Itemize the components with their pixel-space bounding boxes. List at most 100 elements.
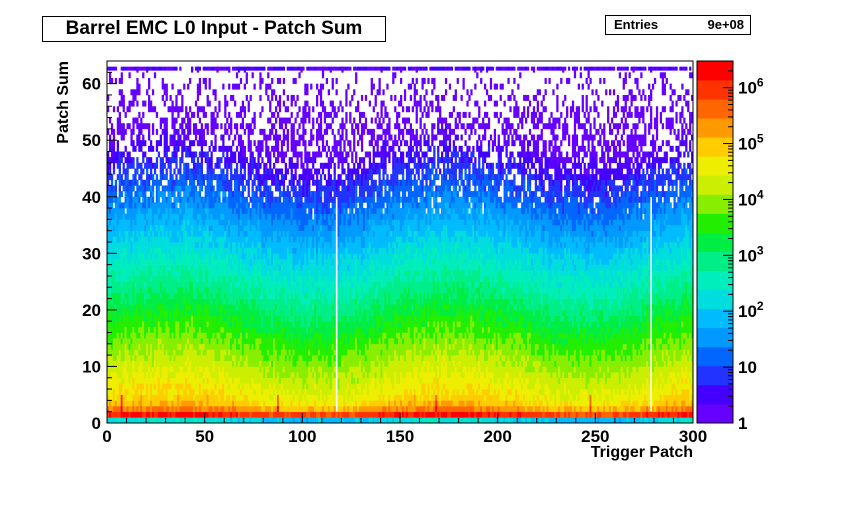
heatmap-cell: [205, 174, 207, 180]
heatmap-cell: [144, 270, 146, 276]
heatmap-cell: [121, 395, 123, 401]
heatmap-cell: [236, 383, 238, 389]
heatmap-cell: [185, 355, 187, 361]
heatmap-cell: [162, 208, 164, 214]
heatmap-cell: [193, 248, 195, 254]
heatmap-cell: [115, 389, 117, 395]
heatmap-cell: [277, 242, 279, 248]
heatmap-cell: [189, 355, 191, 361]
heatmap-cell: [254, 406, 256, 412]
heatmap-cell: [197, 412, 199, 418]
heatmap-cell: [271, 89, 273, 95]
heatmap-cell: [224, 400, 226, 406]
heatmap-cell: [214, 406, 216, 412]
heatmap-cell: [230, 95, 232, 101]
heatmap-cell: [277, 327, 279, 333]
heatmap-cell: [130, 270, 132, 276]
heatmap-cell: [115, 361, 117, 367]
heatmap-cell: [236, 259, 238, 265]
heatmap-cell: [267, 400, 269, 406]
heatmap-cell: [183, 202, 185, 208]
heatmap-cell: [140, 395, 142, 401]
heatmap-cell: [164, 395, 166, 401]
heatmap-cell: [207, 304, 209, 310]
heatmap-cell: [158, 265, 160, 271]
heatmap-cell: [240, 400, 242, 406]
heatmap-cell: [156, 378, 158, 384]
heatmap-cell: [115, 327, 117, 333]
heatmap-cell: [173, 299, 175, 305]
heatmap-cell: [170, 225, 172, 231]
heatmap-cell: [205, 333, 207, 339]
heatmap-cell: [158, 310, 160, 316]
heatmap-cell: [150, 299, 152, 305]
heatmap-cell: [242, 265, 244, 271]
heatmap-cell: [246, 67, 248, 71]
heatmap-cell: [273, 146, 275, 152]
heatmap-cell: [160, 333, 162, 339]
heatmap-cell: [203, 242, 205, 248]
heatmap-cell: [156, 349, 158, 355]
heatmap-cell: [183, 282, 185, 288]
heatmap-cell: [134, 287, 136, 293]
heatmap-cell: [209, 236, 211, 242]
heatmap-cell: [171, 242, 173, 248]
heatmap-cell: [291, 214, 293, 220]
heatmap-cell: [244, 208, 246, 214]
heatmap-cell: [216, 293, 218, 299]
heatmap-cell: [203, 197, 205, 203]
heatmap-cell: [115, 225, 117, 231]
heatmap-cell: [115, 197, 117, 203]
heatmap-cell: [121, 400, 123, 406]
heatmap-cell: [152, 293, 154, 299]
heatmap-cell: [128, 152, 130, 158]
heatmap-cell: [259, 253, 261, 259]
heatmap-cell: [257, 208, 259, 214]
heatmap-cell: [285, 389, 287, 395]
heatmap-cell: [170, 248, 172, 254]
heatmap-cell: [130, 344, 132, 350]
heatmap-cell: [136, 344, 138, 350]
heatmap-cell: [136, 253, 138, 259]
heatmap-cell: [166, 383, 168, 389]
heatmap-cell: [199, 349, 201, 355]
heatmap-cell: [228, 197, 230, 203]
heatmap-cell: [275, 282, 277, 288]
heatmap-cell: [134, 344, 136, 350]
heatmap-cell: [275, 157, 277, 163]
heatmap-cell: [121, 304, 123, 310]
heatmap-cell: [205, 197, 207, 203]
heatmap-cell: [183, 355, 185, 361]
heatmap-cell: [199, 333, 201, 339]
heatmap-cell: [168, 383, 170, 389]
heatmap-cell: [201, 333, 203, 339]
heatmap-cell: [212, 208, 214, 214]
heatmap-cell: [136, 67, 138, 71]
heatmap-cell: [216, 412, 218, 418]
heatmap-cell: [117, 202, 119, 208]
heatmap-cell: [211, 378, 213, 384]
heatmap-cell: [291, 95, 293, 101]
heatmap-cell: [220, 225, 222, 231]
heatmap-cell: [177, 219, 179, 225]
heatmap-cell: [248, 225, 250, 231]
heatmap-cell: [218, 180, 220, 186]
heatmap-cell: [228, 163, 230, 169]
heatmap-cell: [162, 395, 164, 401]
heatmap-cell: [150, 197, 152, 203]
heatmap-cell: [170, 214, 172, 220]
heatmap-cell: [171, 202, 173, 208]
heatmap-cell: [187, 231, 189, 237]
heatmap-cell: [222, 168, 224, 174]
heatmap-cell: [181, 406, 183, 412]
heatmap-cell: [240, 282, 242, 288]
heatmap-cell: [238, 236, 240, 242]
heatmap-cell: [287, 197, 289, 203]
heatmap-cell: [234, 276, 236, 282]
heatmap-cell: [158, 372, 160, 378]
heatmap-cell: [150, 174, 152, 180]
heatmap-cell: [158, 219, 160, 225]
heatmap-cell: [273, 389, 275, 395]
heatmap-cell: [128, 265, 130, 271]
heatmap-cell: [132, 146, 134, 152]
